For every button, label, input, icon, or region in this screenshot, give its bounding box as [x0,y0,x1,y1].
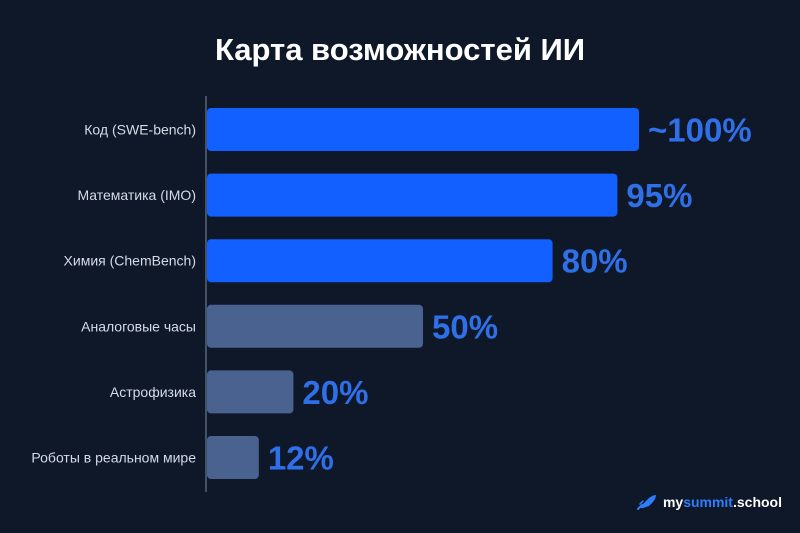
rocket-icon [636,495,656,510]
bar [207,304,423,348]
value-label: ~100% [648,112,752,149]
brand-text: mysummit.school [663,494,782,510]
value-label: 95% [626,177,692,214]
bar [207,173,618,217]
chart-title: Карта возможностей ИИ [215,32,585,67]
bar [207,370,294,414]
brand-accent: summit [683,494,733,510]
category-label: Аналоговые часы [81,318,196,334]
value-label: 20% [302,374,368,411]
brand-prefix: my [662,494,684,510]
bar [207,108,639,151]
value-label: 80% [562,243,628,280]
bar [207,436,259,479]
category-label: Химия (ChemBench) [64,253,196,269]
bar [207,239,553,283]
brand-suffix: .school [732,494,782,510]
value-label: 50% [432,308,498,345]
brand-logo: mysummit.school [636,494,782,510]
category-label: Роботы в реальном мире [31,450,196,466]
category-label: Астрофизика [110,384,196,400]
category-label: Математика (IMO) [77,187,196,203]
value-label: 12% [268,440,334,477]
category-label: Код (SWE-bench) [84,122,196,138]
bars-group: Код (SWE-bench) ~100% Математика (IMO) 95% Х… [31,108,752,479]
